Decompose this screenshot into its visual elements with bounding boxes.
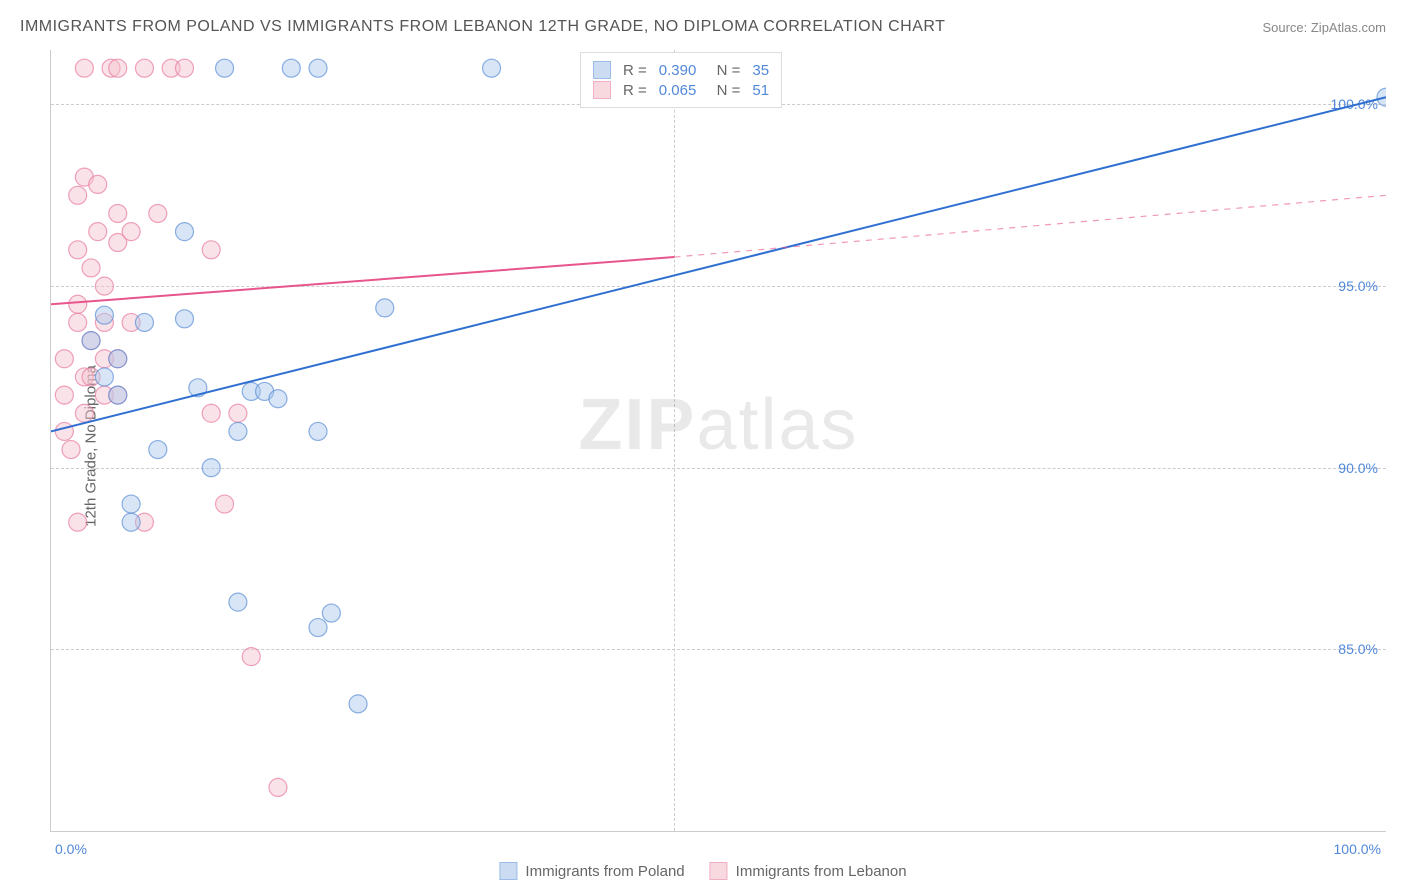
n-value: 51	[752, 82, 769, 99]
chart-title: IMMIGRANTS FROM POLAND VS IMMIGRANTS FRO…	[20, 18, 945, 36]
legend-item-lebanon: Immigrants from Lebanon	[710, 862, 907, 880]
n-label: N =	[708, 62, 740, 79]
n-label: N =	[708, 82, 740, 99]
x-tick-min: 0.0%	[55, 841, 87, 857]
legend-item-poland: Immigrants from Poland	[499, 862, 684, 880]
legend-swatch-poland	[593, 61, 611, 79]
legend-series: Immigrants from Poland Immigrants from L…	[499, 862, 906, 880]
r-value: 0.065	[659, 82, 697, 99]
legend-swatch-poland	[499, 862, 517, 880]
x-tick-max: 100.0%	[1334, 841, 1381, 857]
legend-row: R = 0.390 N = 35	[593, 61, 769, 79]
r-label: R =	[623, 62, 647, 79]
source-attribution: Source: ZipAtlas.com	[1262, 20, 1386, 35]
chart-container: IMMIGRANTS FROM POLAND VS IMMIGRANTS FRO…	[0, 0, 1406, 892]
legend-label: Immigrants from Poland	[525, 863, 684, 880]
r-label: R =	[623, 82, 647, 99]
r-value: 0.390	[659, 62, 697, 79]
legend-swatch-lebanon	[593, 81, 611, 99]
legend-row: R = 0.065 N = 51	[593, 81, 769, 99]
legend-label: Immigrants from Lebanon	[736, 863, 907, 880]
legend-correlation: R = 0.390 N = 35 R = 0.065 N = 51	[580, 52, 782, 108]
plot-svg	[51, 50, 1386, 831]
legend-swatch-lebanon	[710, 862, 728, 880]
plot-area: ZIPatlas 85.0%90.0%95.0%100.0%	[50, 50, 1386, 832]
n-value: 35	[752, 62, 769, 79]
